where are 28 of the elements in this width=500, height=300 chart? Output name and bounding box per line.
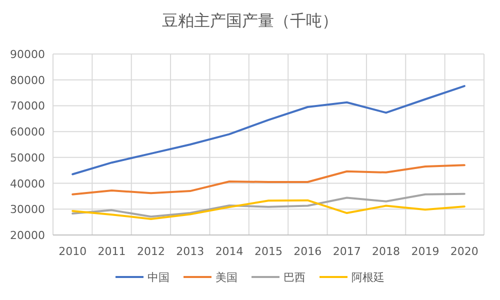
x-tick-label: 2019	[411, 245, 440, 258]
x-tick-label: 2020	[450, 245, 478, 258]
y-tick-label: 40000	[10, 177, 45, 190]
x-tick-label: 2016	[294, 245, 322, 258]
y-tick-label: 70000	[10, 100, 45, 113]
x-tick-label: 2012	[136, 245, 165, 258]
y-tick-label: 80000	[10, 74, 45, 87]
legend-label: 巴西	[284, 271, 306, 284]
x-tick-label: 2014	[215, 245, 244, 258]
legend-label: 中国	[148, 271, 170, 284]
y-tick-label: 20000	[10, 229, 45, 242]
x-tick-label: 2018	[372, 245, 400, 258]
chart-title: 豆粕主产国产量（千吨）	[162, 11, 338, 30]
line-series	[72, 85, 466, 176]
y-tick-label: 90000	[10, 48, 45, 61]
line-series	[72, 164, 466, 196]
x-tick-label: 2017	[332, 245, 361, 258]
x-tick-label: 2015	[254, 245, 282, 258]
y-tick-label: 30000	[10, 203, 45, 216]
x-tick-label: 2010	[58, 245, 87, 258]
legend-label: 美国	[216, 271, 238, 284]
x-tick-label: 2013	[176, 245, 204, 258]
x-tick-label: 2011	[98, 245, 126, 258]
y-tick-label: 50000	[10, 151, 45, 164]
line-series	[72, 192, 466, 218]
line-series	[72, 199, 466, 220]
legend-label: 阿根廷	[352, 271, 384, 284]
y-tick-label: 60000	[10, 126, 45, 139]
